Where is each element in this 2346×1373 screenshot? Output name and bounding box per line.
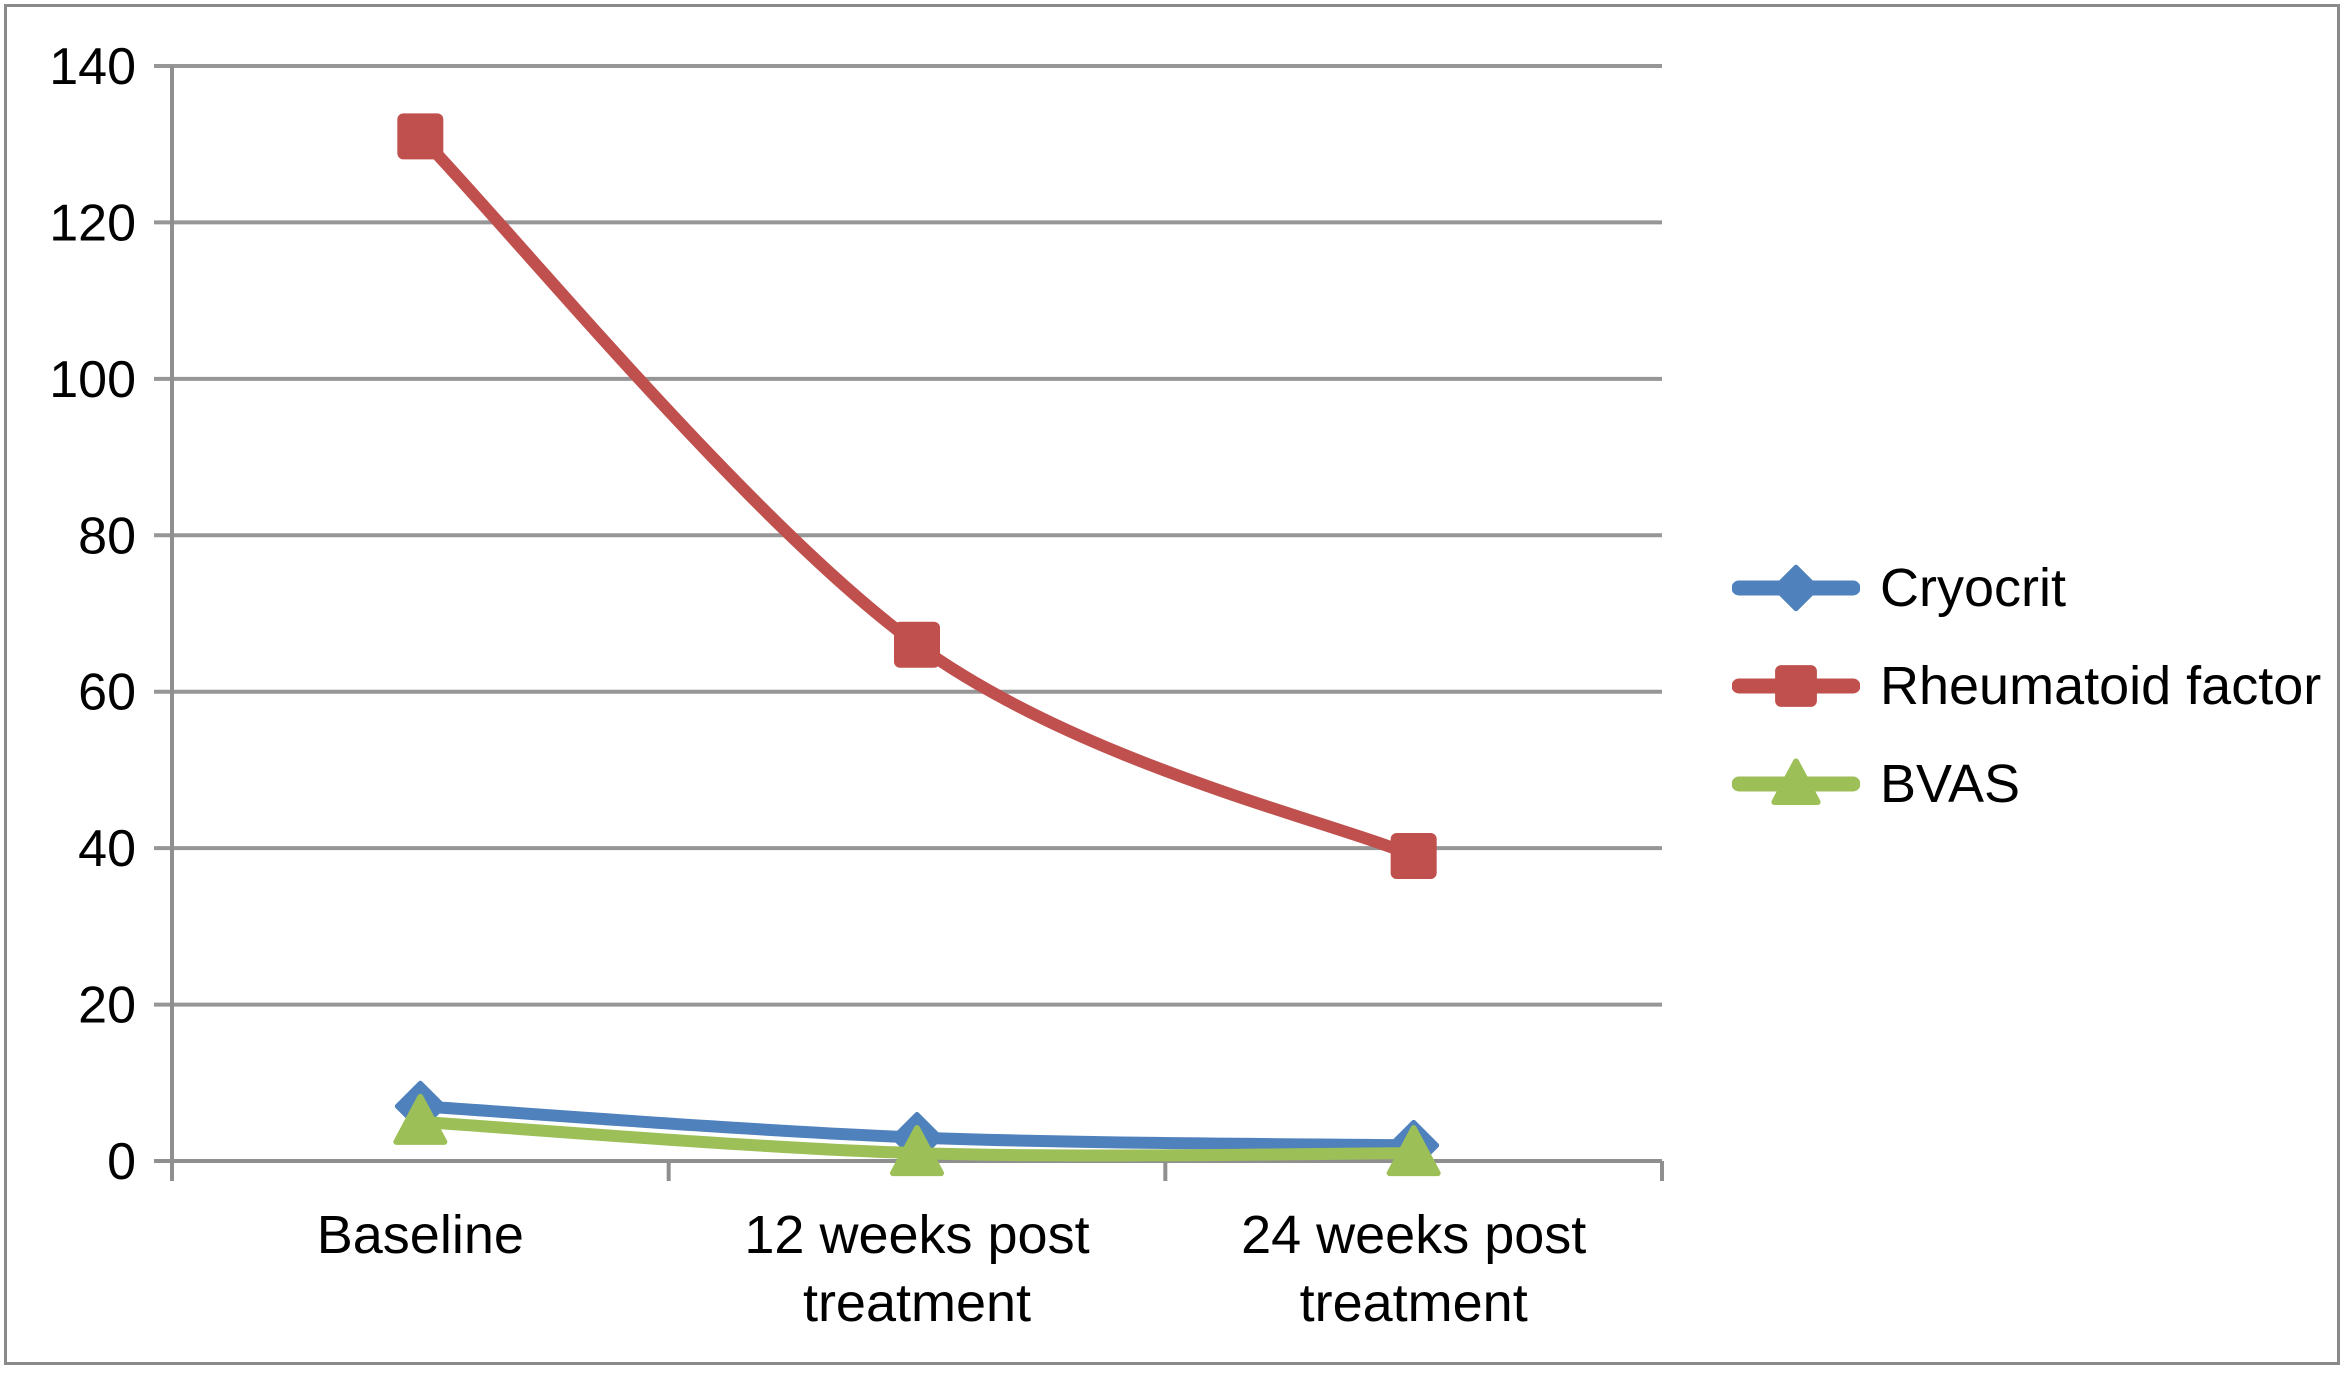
gridlines (154, 64, 1662, 1163)
x-category-label: 12 weeks post treatment (744, 1205, 1089, 1333)
y-tick-label-80: 80 (78, 507, 136, 565)
marker-bvas-2 (1386, 1125, 1441, 1177)
marker-bvas-0 (393, 1093, 448, 1145)
series-line-rheumatoid-factor (414, 130, 1420, 862)
marker-rheumatoid-factor-2 (1390, 832, 1437, 879)
y-tick-label-140: 140 (49, 38, 136, 96)
series-rheumatoid-factor (397, 113, 1437, 879)
marker-bvas-1 (890, 1125, 944, 1177)
marker-rheumatoid-factor-1 (894, 621, 940, 668)
x-category-labels: Baseline 12 weeks post treatment 24 weeks p… (317, 1205, 1587, 1333)
y-tick-labels: 0 20 40 60 80 100 120 140 (49, 38, 136, 1191)
y-tick-label-40: 40 (78, 820, 136, 878)
series-bvas (393, 1093, 1441, 1177)
y-tick-label-120: 120 (49, 194, 136, 252)
x-axis-ticks (170, 1161, 1664, 1181)
y-tick-label-60: 60 (78, 664, 136, 722)
marker-rheumatoid-factor-0 (397, 113, 444, 160)
y-tick-label-100: 100 (49, 351, 136, 409)
x-category-label: 24 weeks post treatment (1241, 1205, 1586, 1333)
y-tick-label-0: 0 (107, 1133, 136, 1191)
y-tick-label-20: 20 (78, 977, 136, 1035)
x-category-label: Baseline (317, 1205, 524, 1265)
